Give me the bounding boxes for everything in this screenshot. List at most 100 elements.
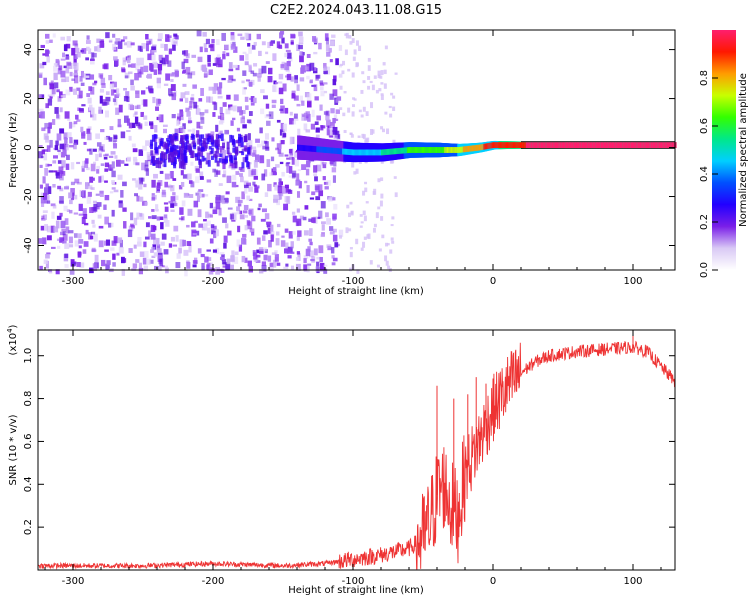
noise-cell (143, 99, 148, 107)
noise-cell (378, 88, 382, 92)
noise-cell (353, 98, 357, 101)
noise-cell (377, 206, 381, 210)
noise-cell (355, 62, 359, 67)
noise-cell (112, 98, 117, 103)
noise-cell (252, 149, 257, 156)
noise-cell (175, 235, 179, 242)
noise-cell (373, 188, 377, 195)
noise-cell (61, 78, 66, 83)
noise-cell (105, 135, 111, 140)
noise-cell (86, 35, 90, 40)
noise-cell (170, 150, 174, 154)
noise-cell (92, 200, 97, 204)
noise-cell (219, 113, 225, 121)
noise-cell (380, 161, 384, 164)
noise-cell (271, 168, 277, 176)
noise-cell (96, 165, 100, 169)
noise-cell (52, 205, 57, 209)
noise-cell (65, 163, 70, 170)
noise-cell (57, 185, 62, 190)
noise-cell (58, 170, 63, 179)
noise-cell (146, 40, 151, 45)
noise-cell (244, 184, 249, 189)
y-tick-label: -20 (23, 188, 34, 204)
signal-core (603, 142, 607, 149)
noise-cell (261, 235, 266, 241)
noise-cell (285, 49, 291, 53)
noise-cell (314, 96, 319, 101)
noise-cell (66, 61, 72, 66)
noise-cell (161, 57, 166, 65)
noise-cell (296, 218, 302, 226)
noise-cell (170, 160, 174, 165)
noise-cell (70, 188, 75, 196)
noise-cell (282, 185, 288, 194)
signal-core (558, 142, 562, 149)
noise-cell (273, 80, 277, 85)
noise-cell (184, 269, 188, 277)
noise-cell (221, 158, 225, 164)
noise-cell (173, 225, 179, 232)
noise-cell (108, 40, 113, 43)
noise-cell (181, 61, 185, 69)
noise-cell (238, 150, 243, 154)
noise-cell (269, 262, 274, 268)
x-tick-label: -200 (202, 576, 225, 587)
noise-cell (379, 75, 383, 79)
noise-cell (182, 83, 187, 87)
noise-cell (222, 217, 227, 223)
noise-cell (193, 200, 199, 208)
noise-cell (157, 33, 163, 39)
noise-cell (248, 186, 253, 192)
noise-cell (43, 133, 49, 140)
noise-cell (181, 158, 185, 163)
noise-cell (120, 131, 126, 139)
noise-cell (284, 107, 289, 114)
noise-cell (375, 212, 379, 219)
noise-cell (156, 244, 161, 251)
noise-cell (53, 65, 58, 72)
noise-cell (288, 175, 293, 178)
noise-cell (87, 126, 92, 130)
signal-core (540, 142, 544, 149)
noise-cell (286, 248, 292, 254)
noise-cell (244, 156, 248, 163)
noise-cell (231, 135, 235, 139)
noise-cell (220, 133, 224, 141)
noise-cell (333, 134, 338, 140)
noise-cell (159, 60, 163, 64)
noise-cell (190, 97, 195, 104)
noise-cell (286, 73, 292, 81)
noise-cell (281, 171, 285, 177)
noise-cell (313, 248, 318, 256)
noise-cell (275, 81, 279, 85)
noise-cell (55, 60, 60, 67)
noise-cell (46, 200, 51, 204)
noise-cell (231, 212, 237, 221)
noise-cell (276, 223, 281, 228)
noise-cell (86, 46, 90, 51)
noise-cell (76, 161, 81, 165)
noise-cell (283, 266, 289, 270)
noise-cell (45, 40, 50, 44)
noise-cell (99, 88, 105, 93)
noise-cell (76, 181, 82, 185)
signal-core (652, 142, 656, 149)
noise-cell (98, 153, 102, 158)
noise-cell (93, 203, 98, 212)
noise-cell (117, 118, 121, 127)
noise-cell (164, 44, 168, 51)
spectrogram-x-label: Height of straight line (km) (288, 286, 424, 297)
signal-core (630, 142, 634, 149)
noise-cell (195, 154, 199, 161)
noise-cell (45, 163, 50, 168)
noise-cell (42, 53, 47, 56)
snr-line (37, 334, 676, 570)
noise-cell (362, 190, 366, 196)
noise-cell (216, 63, 220, 68)
noise-cell (252, 72, 257, 77)
noise-cell (212, 225, 217, 230)
noise-cell (65, 43, 71, 49)
noise-cell (162, 63, 167, 67)
noise-cell (286, 157, 291, 160)
